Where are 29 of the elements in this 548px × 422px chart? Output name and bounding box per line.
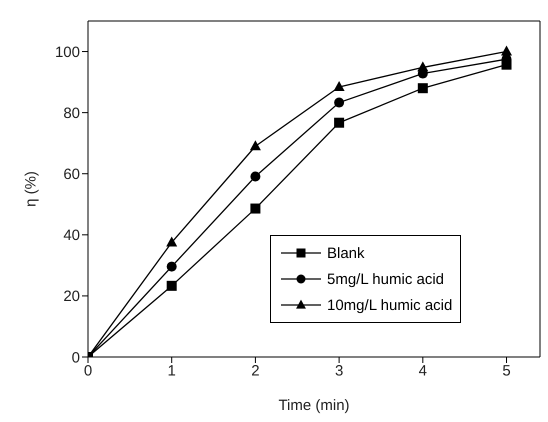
y-axis-title: η (%) <box>22 171 40 207</box>
y-tick-label: 60 <box>63 166 80 184</box>
point <box>417 61 428 72</box>
y-tick-label: 20 <box>63 288 80 306</box>
point <box>250 171 260 182</box>
point <box>334 118 344 128</box>
y-tick-label: 40 <box>63 227 80 244</box>
point <box>501 46 512 56</box>
legend-label: 5mg/L humic acid <box>327 270 444 288</box>
point <box>250 140 261 150</box>
legend-label: Blank <box>327 244 365 262</box>
x-tick-label: 0 <box>84 362 92 380</box>
y-tick-label: 0 <box>72 349 80 366</box>
point <box>166 262 177 272</box>
y-tick-label: 100 <box>54 44 80 61</box>
point <box>166 280 177 291</box>
y-tick-label: 80 <box>63 104 80 122</box>
point <box>166 236 178 246</box>
x-tick-label: 4 <box>418 362 427 380</box>
legend-label: 10mg/L humic acid <box>327 296 452 314</box>
x-tick-label: 2 <box>251 362 260 380</box>
point <box>418 83 428 94</box>
point <box>334 80 345 91</box>
x-tick-label: 1 <box>168 362 176 380</box>
point <box>250 204 260 214</box>
x-tick-label: 5 <box>502 362 511 380</box>
x-tick-label: 3 <box>334 362 344 380</box>
point <box>334 98 344 108</box>
x-axis-title: Time (min) <box>278 397 350 414</box>
